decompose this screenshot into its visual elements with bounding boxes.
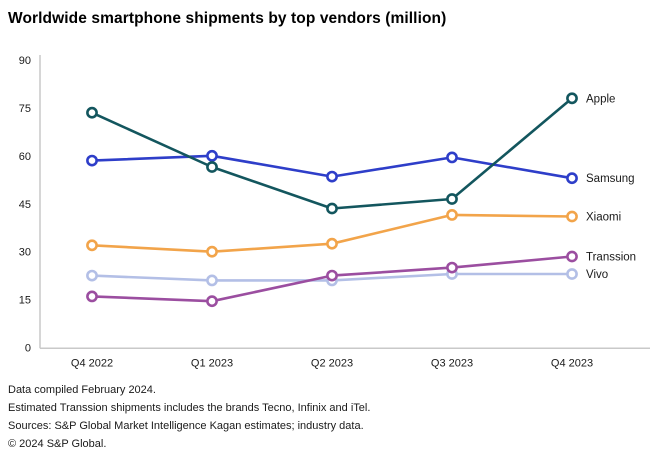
x-tick-label: Q4 2023 <box>551 358 593 370</box>
data-point-marker <box>566 268 578 280</box>
series-label: Apple <box>586 93 615 105</box>
data-point-marker <box>206 245 218 258</box>
note-transsion-brands: Estimated Transsion shipments includes t… <box>8 402 371 414</box>
data-point-marker <box>86 290 98 303</box>
data-point-marker <box>326 269 338 282</box>
x-tick-label: Q2 2023 <box>311 358 353 370</box>
series-label: Xiaomi <box>586 212 621 224</box>
data-point-marker <box>326 170 338 183</box>
chart-title: Worldwide smartphone shipments by top ve… <box>8 10 447 27</box>
y-tick-label: 0 <box>25 343 31 355</box>
y-tick-label: 45 <box>19 199 31 211</box>
y-tick-label: 30 <box>19 247 31 259</box>
series-line <box>91 97 573 210</box>
data-point-marker <box>566 92 578 105</box>
y-tick-label: 60 <box>19 151 31 163</box>
data-point-marker <box>566 172 578 185</box>
data-point-marker <box>326 237 338 250</box>
data-point-marker <box>206 161 218 173</box>
axes <box>39 55 650 349</box>
series-labels: Vivo Transsion Xiaomi Samsung Apple <box>586 93 636 281</box>
data-point-marker <box>326 202 338 215</box>
y-tick-label: 15 <box>19 295 31 307</box>
series-lines <box>86 92 578 308</box>
series-label: Vivo <box>586 269 608 281</box>
note-sources: Sources: S&P Global Market Intelligence … <box>8 420 364 432</box>
source-notes: Data compiled February 2024. Estimated T… <box>8 381 370 453</box>
data-point-marker <box>446 261 458 274</box>
x-tick-label: Q3 2023 <box>431 358 473 370</box>
note-copyright: © 2024 S&P Global. <box>8 438 107 450</box>
data-point-marker <box>86 239 98 252</box>
series-xiaomi <box>86 208 578 258</box>
data-point-marker <box>86 154 98 167</box>
data-point-marker <box>206 149 218 162</box>
data-point-marker <box>566 250 578 263</box>
note-data-compiled: Data compiled February 2024. <box>8 384 156 396</box>
series-label: Samsung <box>586 173 635 185</box>
y-tick-label: 90 <box>19 55 31 67</box>
x-tick-label: Q1 2023 <box>191 358 233 370</box>
data-point-marker <box>446 208 458 221</box>
data-point-marker <box>86 269 98 282</box>
series-label: Transsion <box>586 251 636 263</box>
shipments-line-chart: 0 15 30 45 60 75 90 Q4 2022 Q1 2023 Q2 2023 Q3 202… <box>19 55 650 370</box>
data-point-marker <box>566 210 578 223</box>
data-point-marker <box>206 274 218 287</box>
data-point-marker <box>86 106 98 119</box>
series-transsion <box>86 250 578 308</box>
data-point-marker <box>446 151 458 164</box>
series-apple <box>86 92 578 215</box>
y-tick-label: 75 <box>19 103 31 115</box>
tick-labels: 0 15 30 45 60 75 90 Q4 2022 Q1 2023 Q2 2023 Q3 202… <box>19 55 593 370</box>
data-point-marker <box>446 193 458 205</box>
x-tick-label: Q4 2022 <box>71 358 113 370</box>
data-point-marker <box>206 295 218 308</box>
